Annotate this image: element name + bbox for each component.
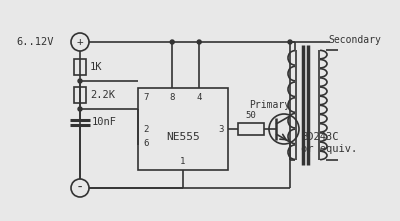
Text: BD243C: BD243C — [301, 132, 338, 142]
Text: 1: 1 — [180, 157, 186, 166]
Circle shape — [170, 40, 174, 44]
Text: 1K: 1K — [90, 62, 102, 72]
Text: or equiv.: or equiv. — [301, 144, 357, 154]
Text: 6..12V: 6..12V — [16, 37, 54, 47]
Text: 2: 2 — [143, 124, 148, 133]
Bar — [238, 123, 264, 135]
Bar — [138, 88, 228, 170]
Bar — [74, 59, 86, 75]
Text: 6: 6 — [143, 139, 148, 148]
Text: NE555: NE555 — [166, 132, 200, 142]
Text: 8: 8 — [170, 93, 175, 102]
Text: 2.2K: 2.2K — [90, 90, 115, 100]
Text: +: + — [77, 37, 83, 47]
Circle shape — [78, 79, 82, 83]
Text: 10nF: 10nF — [92, 117, 117, 127]
Text: 3: 3 — [219, 124, 224, 133]
Circle shape — [78, 107, 82, 111]
Text: -: - — [76, 181, 84, 195]
Text: 50: 50 — [246, 111, 256, 120]
Text: 7: 7 — [143, 93, 148, 103]
Bar — [74, 87, 86, 103]
Circle shape — [197, 40, 201, 44]
Circle shape — [288, 40, 292, 44]
Text: Primary: Primary — [249, 100, 290, 110]
Text: Secondary: Secondary — [328, 35, 381, 45]
Text: 4: 4 — [196, 93, 202, 102]
